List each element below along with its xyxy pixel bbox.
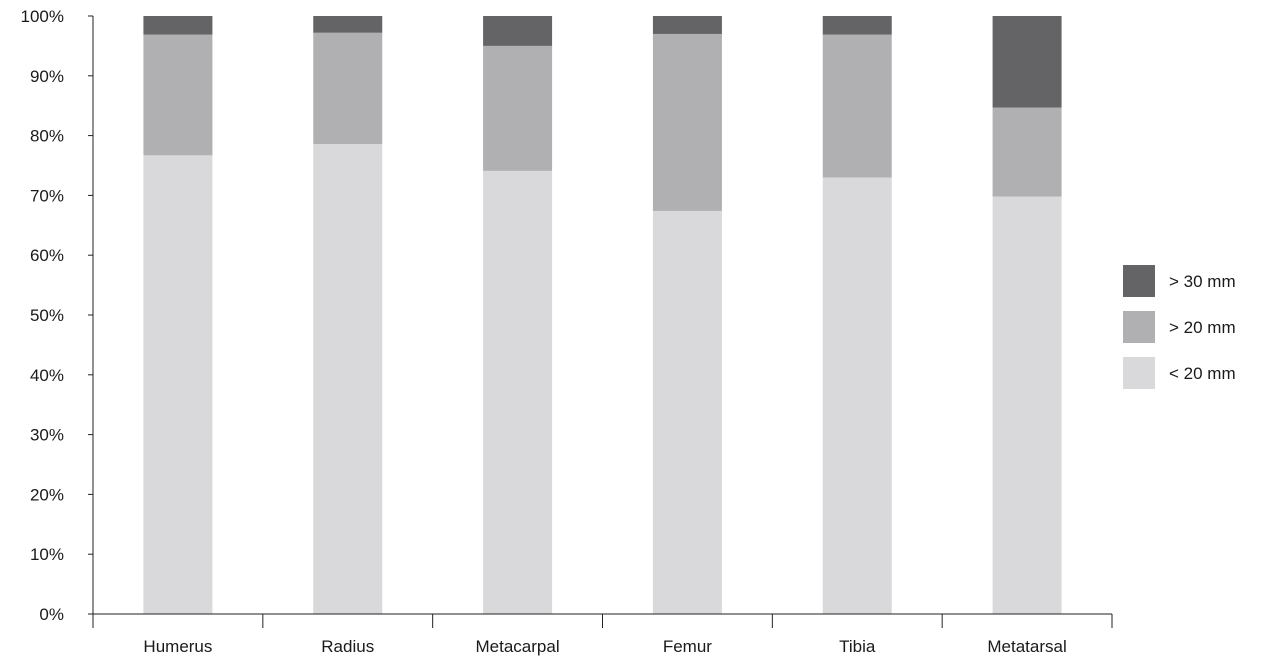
y-tick-label-80pct: 80% [30,127,64,146]
bar-metacarpal-gt-20-mm [483,45,553,171]
bar-metacarpal-lt-20-mm [483,170,553,614]
bar-radius-gt-20-mm [313,32,383,144]
legend-item-gt-20-mm: > 20 mm [1123,311,1236,343]
bar-metatarsal-gt-20-mm [992,107,1062,197]
y-tick-label-0pct: 0% [39,605,64,624]
y-tick-label-50pct: 50% [30,306,64,325]
y-tick-label-30pct: 30% [30,426,64,445]
bar-radius-gt-30-mm [313,16,383,33]
bar-femur-gt-30-mm [652,16,722,34]
bars-layer [143,16,1062,615]
x-tick-label-radius: Radius [321,637,374,656]
legend-label-lt-20-mm: < 20 mm [1169,364,1236,383]
legend-label-gt-30-mm: > 30 mm [1169,272,1236,291]
bar-metatarsal-gt-30-mm [992,16,1062,108]
y-tick-label-20pct: 20% [30,485,64,504]
y-tick-label-70pct: 70% [30,186,64,205]
bar-femur-gt-20-mm [652,33,722,211]
x-tick-label-metatarsal: Metatarsal [987,637,1066,656]
legend: > 30 mm > 20 mm < 20 mm [1123,265,1236,389]
bar-humerus-gt-30-mm [143,16,213,35]
x-tick-label-metacarpal: Metacarpal [476,637,560,656]
y-tick-label-10pct: 10% [30,545,64,564]
legend-item-gt-30-mm: > 30 mm [1123,265,1236,297]
bar-metacarpal-gt-30-mm [483,16,553,46]
axes-layer: 0% 10% 20% 30% 40% 50% 60% 70% 80% 90% 100% Humerus… [21,7,1113,656]
y-tick-label-40pct: 40% [30,366,64,385]
legend-swatch-lt-20-mm [1123,357,1155,389]
x-tick-label-femur: Femur [663,637,712,656]
bar-humerus-gt-20-mm [143,34,213,156]
bar-radius-lt-20-mm [313,143,383,615]
legend-item-lt-20-mm: < 20 mm [1123,357,1236,389]
bar-tibia-gt-20-mm [822,34,892,178]
bar-tibia-gt-30-mm [822,16,892,35]
bar-metatarsal-lt-20-mm [992,196,1062,614]
y-tick-label-90pct: 90% [30,67,64,86]
bar-humerus-lt-20-mm [143,155,213,615]
bar-femur-lt-20-mm [652,210,722,614]
y-tick-label-100pct: 100% [21,7,64,26]
y-tick-label-60pct: 60% [30,246,64,265]
x-tick-label-tibia: Tibia [839,637,876,656]
legend-swatch-gt-30-mm [1123,265,1155,297]
legend-swatch-gt-20-mm [1123,311,1155,343]
x-tick-label-humerus: Humerus [143,637,212,656]
legend-label-gt-20-mm: > 20 mm [1169,318,1236,337]
bar-tibia-lt-20-mm [822,177,892,614]
